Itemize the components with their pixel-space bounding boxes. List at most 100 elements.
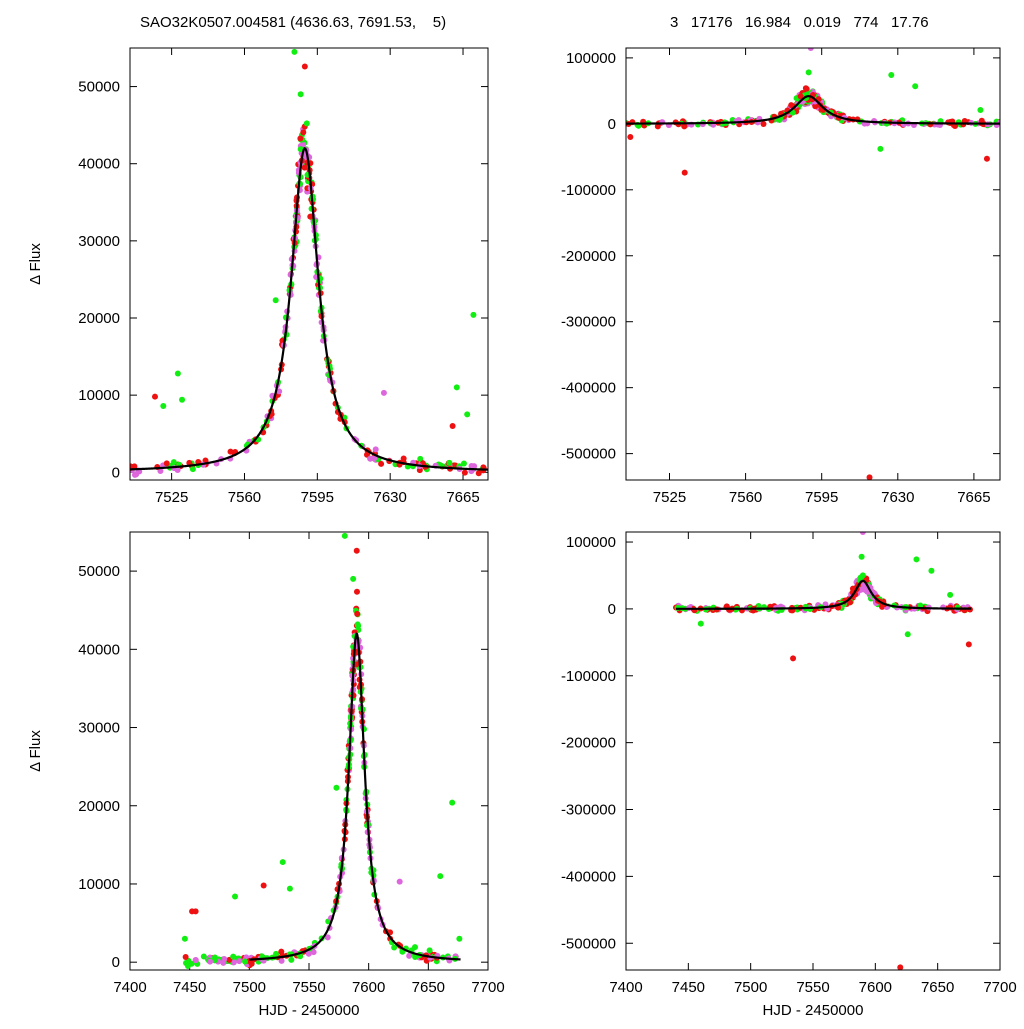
- data-point-outlier: [396, 878, 403, 885]
- y-tick-label: -400000: [561, 380, 616, 397]
- y-tick-label: -100000: [561, 182, 616, 199]
- data-point: [426, 947, 433, 954]
- data-point: [417, 455, 424, 462]
- x-tick-label: 7450: [672, 979, 705, 996]
- data-point: [305, 950, 312, 957]
- data-point-outlier: [333, 784, 340, 791]
- data-point: [353, 588, 360, 595]
- y-tick-label: 0: [608, 601, 616, 618]
- data-point: [372, 446, 379, 453]
- y-tick-label: 40000: [78, 156, 120, 173]
- data-point: [186, 459, 193, 466]
- data-point-outlier: [279, 859, 286, 866]
- x-tick-label: 7630: [373, 489, 406, 506]
- data-point-outlier: [232, 893, 239, 900]
- data-point-outlier: [470, 311, 477, 318]
- x-tick-label: 7600: [352, 979, 385, 996]
- data-point-outlier: [888, 72, 895, 79]
- data-point: [174, 466, 181, 473]
- data-point-outlier: [160, 402, 167, 409]
- data-point: [276, 388, 283, 395]
- data-point-outlier: [859, 532, 866, 535]
- data-point-outlier: [912, 83, 919, 90]
- y-tick-label: -200000: [561, 248, 616, 265]
- model-curve: [626, 95, 1000, 125]
- data-point: [406, 952, 413, 959]
- data-point: [355, 622, 362, 629]
- data-point-outlier: [179, 396, 186, 403]
- y-tick-label: 50000: [78, 563, 120, 580]
- x-tick-label: 7550: [796, 979, 829, 996]
- data-point: [446, 459, 453, 466]
- data-point: [211, 957, 218, 964]
- data-point-outlier: [697, 620, 704, 627]
- x-tick-label: 7500: [734, 979, 767, 996]
- data-point-outlier: [858, 553, 865, 560]
- data-point-outlier: [192, 908, 199, 915]
- plot-area: [181, 532, 463, 969]
- data-point: [163, 460, 170, 467]
- data-point: [803, 85, 810, 92]
- data-point-outlier: [174, 370, 181, 377]
- y-tick-label: 30000: [78, 720, 120, 737]
- plot-frame: [625, 47, 1001, 481]
- plot-area: [130, 48, 488, 478]
- data-point: [391, 944, 398, 951]
- data-point: [378, 460, 385, 467]
- y-tick-label: -100000: [561, 668, 616, 685]
- data-point: [301, 164, 308, 171]
- model-curve: [675, 579, 972, 610]
- chart-bottom-left: 7400 7450 7500 7550 7600 7650 7700 0 10000 20000 3…: [27, 531, 505, 1019]
- data-point-outlier: [627, 134, 634, 141]
- data-point: [297, 135, 304, 142]
- data-point-outlier: [456, 935, 463, 942]
- data-point: [354, 610, 361, 617]
- x-tick-label: 7560: [729, 489, 762, 506]
- y-tick-label: 10000: [78, 876, 120, 893]
- plot-area: [672, 532, 974, 970]
- x-tick-label: 7630: [881, 489, 914, 506]
- data-point-outlier: [805, 69, 812, 76]
- y-tick-label: 100000: [566, 50, 616, 67]
- data-point: [230, 953, 237, 960]
- x-axis-label: HJD - 2450000: [763, 1002, 864, 1019]
- data-point-outlier: [913, 556, 920, 563]
- data-point: [654, 123, 661, 130]
- x-tick-label: 7400: [609, 979, 642, 996]
- data-point: [278, 948, 285, 955]
- data-point: [475, 470, 482, 477]
- x-tick-label: 7665: [957, 489, 990, 506]
- data-point-outlier: [928, 567, 935, 574]
- data-point: [192, 957, 199, 964]
- x-tick-label: 7665: [446, 489, 479, 506]
- data-point-outlier: [983, 155, 990, 162]
- x-tick-label: 7560: [228, 489, 261, 506]
- plot-frame: [129, 47, 489, 481]
- y-axis-label: Δ Flux: [27, 730, 44, 772]
- data-point-outlier: [286, 885, 293, 892]
- data-point: [170, 459, 177, 466]
- data-point-outlier: [301, 63, 308, 70]
- y-tick-label: 20000: [78, 798, 120, 815]
- data-point-outlier: [272, 297, 279, 304]
- y-axis-label: Δ Flux: [27, 243, 44, 285]
- data-point-outlier: [181, 935, 188, 942]
- y-tick-label: -400000: [561, 868, 616, 885]
- data-point: [236, 958, 243, 965]
- data-point: [230, 959, 237, 966]
- data-point-outlier: [897, 964, 904, 970]
- model-curve: [249, 632, 461, 961]
- data-point: [857, 574, 864, 581]
- y-tick-label: 0: [112, 954, 120, 971]
- plot-frame: [625, 531, 1001, 971]
- y-tick-label: 100000: [566, 534, 616, 551]
- data-point: [242, 958, 249, 965]
- data-point: [278, 957, 285, 964]
- data-point: [797, 93, 804, 100]
- data-point: [288, 956, 295, 963]
- y-tick-label: 30000: [78, 233, 120, 250]
- data-point: [681, 123, 688, 130]
- x-tick-label: 7595: [805, 489, 838, 506]
- x-tick-label: 7525: [155, 489, 188, 506]
- y-tick-label: 40000: [78, 641, 120, 658]
